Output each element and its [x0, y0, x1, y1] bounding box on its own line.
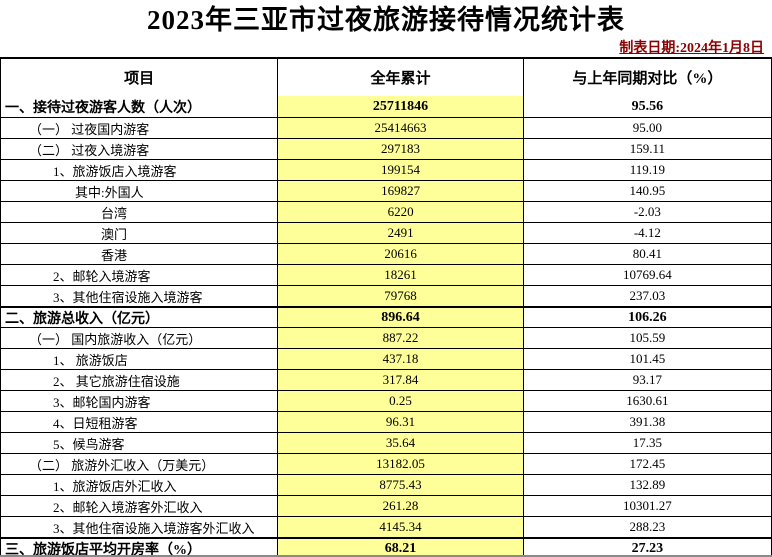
header-yoy-comparison: 与上年同期对比（%）	[522, 59, 771, 96]
item-cell: 2、邮轮入境游客外汇收入	[53, 499, 203, 515]
table-header-row: 项目 全年累计 与上年同期对比（%）	[1, 59, 771, 96]
annual-total-cell: 25711846	[277, 96, 523, 117]
table-row: （一） 过夜国内游客 25414663 95.00	[1, 117, 771, 138]
yoy-cell: 237.03	[522, 286, 771, 306]
annual-total-cell: 437.18	[277, 349, 523, 369]
yoy-cell: 93.17	[522, 370, 771, 390]
header-item: 项目	[124, 71, 155, 87]
annual-total-cell: 887.22	[277, 328, 523, 348]
item-cell: （一） 过夜国内游客	[29, 121, 150, 137]
item-cell: 二、旅游总收入（亿元）	[5, 311, 159, 327]
item-cell: 一、接待过夜游客人数（人次）	[5, 100, 201, 116]
table-row: 香港 20616 80.41	[1, 243, 771, 264]
table-row: 4、日短租游客 96.31 391.38	[1, 411, 771, 432]
yoy-cell: -2.03	[522, 202, 771, 222]
yoy-cell: 159.11	[522, 139, 771, 159]
table-row: （一） 国内旅游收入（亿元） 887.22 105.59	[1, 327, 771, 348]
item-cell: 2、 其它旅游住宿设施	[53, 373, 180, 389]
annual-total-cell: 261.28	[277, 496, 523, 516]
page-title: 2023年三亚市过夜旅游接待情况统计表	[147, 5, 625, 35]
yoy-cell: 10301.27	[522, 496, 771, 516]
bottom-gridline	[0, 555, 772, 557]
table-row: 5、候鸟游客 35.64 17.35	[1, 432, 771, 453]
item-cell: 1、旅游饭店入境游客	[53, 163, 177, 179]
table-row: 1、 旅游饭店 437.18 101.45	[1, 348, 771, 369]
item-cell: 3、其他住宿设施入境游客外汇收入	[53, 520, 255, 536]
item-cell: 5、候鸟游客	[53, 436, 125, 452]
yoy-cell: -4.12	[522, 223, 771, 243]
table-row: 2、邮轮入境游客 18261 10769.64	[1, 264, 771, 285]
yoy-cell: 132.89	[522, 475, 771, 495]
item-cell: 1、旅游饭店外汇收入	[53, 478, 177, 494]
annual-total-cell: 96.31	[277, 412, 523, 432]
annual-total-cell: 8775.43	[277, 475, 523, 495]
item-cell: 2、邮轮入境游客	[53, 268, 151, 284]
item-cell: 香港	[101, 247, 128, 263]
yoy-cell: 1630.61	[522, 391, 771, 411]
table-row: 三、旅游饭店平均开房率（%） 68.21 27.23	[1, 537, 771, 557]
item-cell: 4、日短租游客	[53, 415, 138, 431]
table-row: 3、其他住宿设施入境游客 79768 237.03	[1, 285, 771, 306]
yoy-cell: 105.59	[522, 328, 771, 348]
table-row: 其中:外国人 169827 140.95	[1, 180, 771, 201]
annual-total-cell: 20616	[277, 244, 523, 264]
table-row: 1、旅游饭店入境游客 199154 119.19	[1, 159, 771, 180]
item-cell: 三、旅游饭店平均开房率（%）	[5, 542, 201, 557]
table-row: 一、接待过夜游客人数（人次） 25711846 95.56	[1, 96, 771, 117]
table-row: 二、旅游总收入（亿元） 896.64 106.26	[1, 306, 771, 327]
annual-total-cell: 199154	[277, 160, 523, 180]
table-row: 2、 其它旅游住宿设施 317.84 93.17	[1, 369, 771, 390]
table-row: 澳门 2491 -4.12	[1, 222, 771, 243]
yoy-cell: 95.56	[522, 96, 771, 117]
annual-total-cell: 4145.34	[277, 517, 523, 537]
annual-total-cell: 297183	[277, 139, 523, 159]
header-annual-total: 全年累计	[277, 59, 522, 96]
table-row: 台湾 6220 -2.03	[1, 201, 771, 222]
yoy-cell: 288.23	[522, 517, 771, 537]
annual-total-cell: 35.64	[277, 433, 523, 453]
table-row: （二） 过夜入境游客 297183 159.11	[1, 138, 771, 159]
report-date: 制表日期:2024年1月8日	[619, 41, 764, 56]
annual-total-cell: 2491	[277, 223, 523, 243]
table-row: （二） 旅游外汇收入（万美元） 13182.05 172.45	[1, 453, 771, 474]
annual-total-cell: 169827	[277, 181, 523, 201]
yoy-cell: 106.26	[522, 308, 771, 327]
table-row: 3、邮轮国内游客 0.25 1630.61	[1, 390, 771, 411]
table-row: 1、旅游饭店外汇收入 8775.43 132.89	[1, 474, 771, 495]
table-row: 3、其他住宿设施入境游客外汇收入 4145.34 288.23	[1, 516, 771, 537]
item-cell: 3、其他住宿设施入境游客	[53, 289, 203, 305]
item-cell: 其中:外国人	[75, 184, 144, 200]
annual-total-cell: 896.64	[277, 308, 523, 327]
annual-total-cell: 6220	[277, 202, 523, 222]
annual-total-cell: 18261	[277, 265, 523, 285]
item-cell: （二） 旅游外汇收入（万美元）	[29, 457, 215, 473]
yoy-cell: 10769.64	[522, 265, 771, 285]
annual-total-cell: 79768	[277, 286, 523, 306]
item-cell: （一） 国内旅游收入（亿元）	[29, 331, 202, 347]
yoy-cell: 95.00	[522, 118, 771, 138]
annual-total-cell: 317.84	[277, 370, 523, 390]
item-cell: （二） 过夜入境游客	[29, 142, 150, 158]
item-cell: 澳门	[101, 226, 128, 242]
yoy-cell: 80.41	[522, 244, 771, 264]
yoy-cell: 101.45	[522, 349, 771, 369]
yoy-cell: 140.95	[522, 181, 771, 201]
yoy-cell: 17.35	[522, 433, 771, 453]
yoy-cell: 27.23	[522, 539, 771, 557]
yoy-cell: 119.19	[522, 160, 771, 180]
annual-total-cell: 13182.05	[277, 454, 523, 474]
table-row: 2、邮轮入境游客外汇收入 261.28 10301.27	[1, 495, 771, 516]
annual-total-cell: 0.25	[277, 391, 523, 411]
table-body: 一、接待过夜游客人数（人次） 25711846 95.56 （一） 过夜国内游客 254…	[1, 96, 771, 557]
annual-total-cell: 25414663	[277, 118, 523, 138]
annual-total-cell: 68.21	[277, 539, 523, 557]
item-cell: 3、邮轮国内游客	[53, 394, 151, 410]
item-cell: 1、 旅游饭店	[53, 352, 128, 368]
statistics-table: 项目 全年累计 与上年同期对比（%） 一、接待过夜游客人数（人次） 2571184…	[0, 57, 772, 557]
yoy-cell: 172.45	[522, 454, 771, 474]
yoy-cell: 391.38	[522, 412, 771, 432]
item-cell: 台湾	[101, 205, 128, 221]
